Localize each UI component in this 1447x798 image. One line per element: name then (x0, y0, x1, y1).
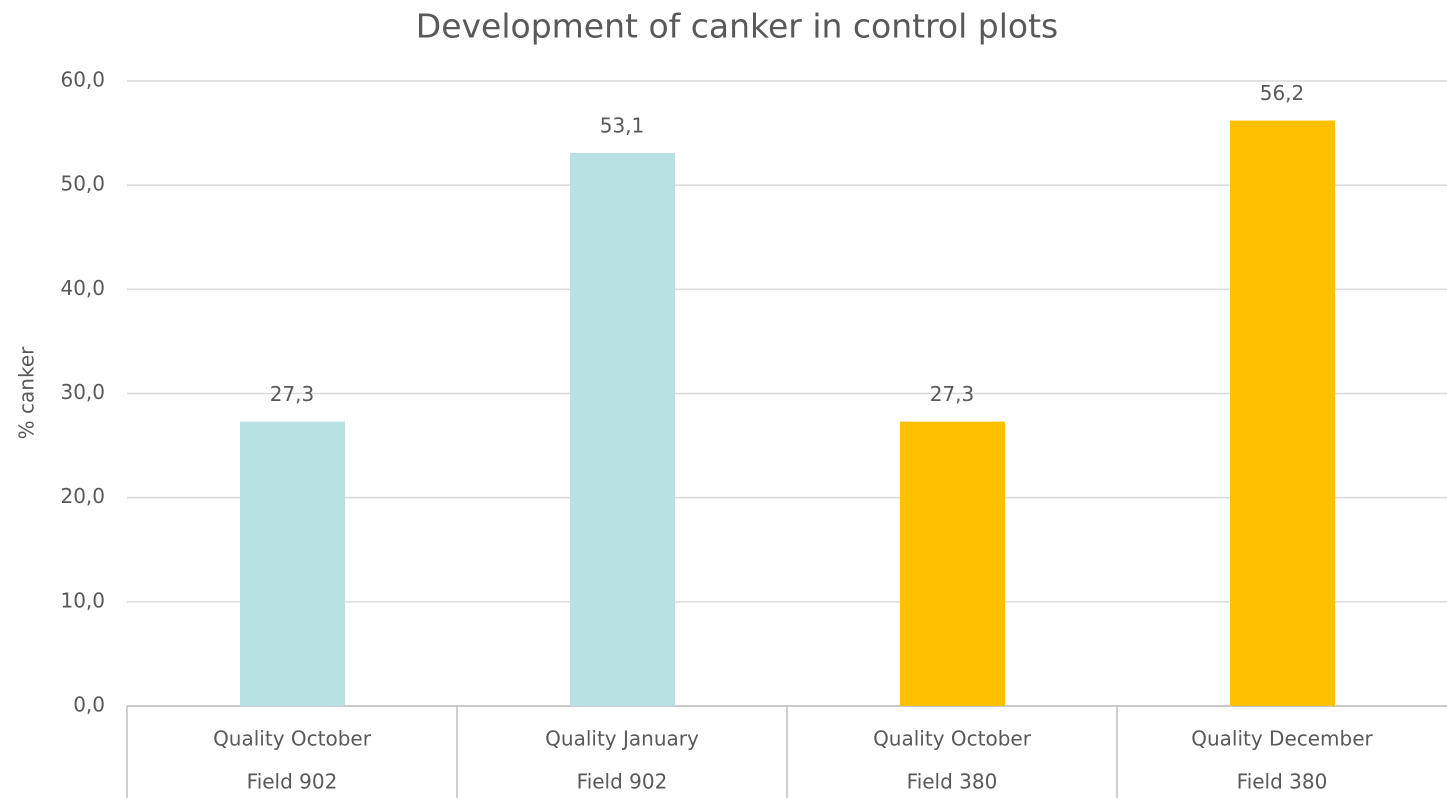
bar (1230, 120, 1335, 707)
y-tick-label: 50,0 (60, 172, 105, 196)
x-group-label: Field 380 (907, 770, 998, 794)
x-group-label: Field 902 (577, 770, 668, 794)
y-axis-label: % canker (15, 346, 39, 439)
y-tick-label: 20,0 (60, 484, 105, 508)
y-tick-label: 0,0 (73, 693, 105, 717)
y-tick-label: 10,0 (60, 588, 105, 612)
x-group-label: Field 902 (247, 770, 338, 794)
x-tick-label: Quality October (213, 727, 372, 751)
bar (900, 421, 1005, 706)
data-label: 56,2 (1260, 81, 1305, 105)
bar (570, 152, 675, 706)
chart-title: Development of canker in control plots (416, 7, 1058, 46)
x-tick-label: Quality December (1191, 727, 1373, 751)
data-label: 53,1 (600, 113, 645, 137)
x-group-label: Field 380 (1237, 770, 1328, 794)
bar (240, 421, 345, 706)
data-label: 27,3 (270, 382, 315, 406)
x-tick-label: Quality October (873, 727, 1032, 751)
x-tick-label: Quality January (545, 727, 699, 751)
data-label: 27,3 (930, 382, 975, 406)
y-tick-label: 60,0 (60, 68, 105, 92)
y-tick-label: 30,0 (60, 380, 105, 404)
y-tick-label: 40,0 (60, 276, 105, 300)
